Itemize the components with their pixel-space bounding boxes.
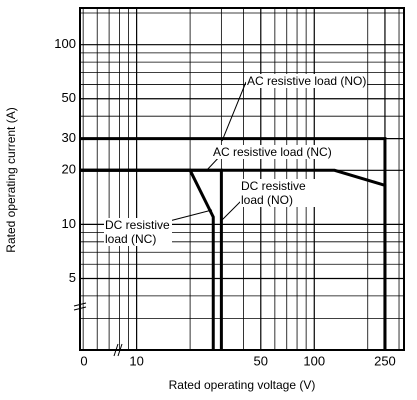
x-tick-label: 50	[254, 353, 268, 368]
series-line	[80, 168, 387, 350]
series-line	[80, 168, 223, 350]
axis-break	[73, 302, 123, 357]
plot-frame	[79, 7, 405, 351]
y-tick-label: 5	[69, 270, 76, 285]
series-label: AC resistive load (NO)	[246, 74, 368, 88]
x-tick-label: 10	[129, 353, 143, 368]
y-tick-label: 20	[62, 162, 76, 177]
series-label: AC resistive load (NC)	[212, 145, 333, 159]
y-tick-label: 100	[54, 36, 76, 51]
x-tick-label: 100	[303, 353, 325, 368]
y-axis-title: Rated operating current (A)	[4, 107, 18, 252]
y-tick-label: 50	[62, 90, 76, 105]
series-label: DC resistive load (NC)	[104, 218, 172, 246]
leader-line	[221, 81, 247, 142]
series-label: DC resistive load (NO)	[240, 179, 326, 207]
x-axis-title: Rated operating voltage (V)	[169, 378, 316, 392]
y-tick-label: 30	[62, 130, 76, 145]
x-tick-label: 250	[374, 353, 396, 368]
y-tick-label: 10	[62, 216, 76, 231]
x-origin-label: 0	[80, 353, 87, 368]
series-line	[80, 168, 215, 350]
